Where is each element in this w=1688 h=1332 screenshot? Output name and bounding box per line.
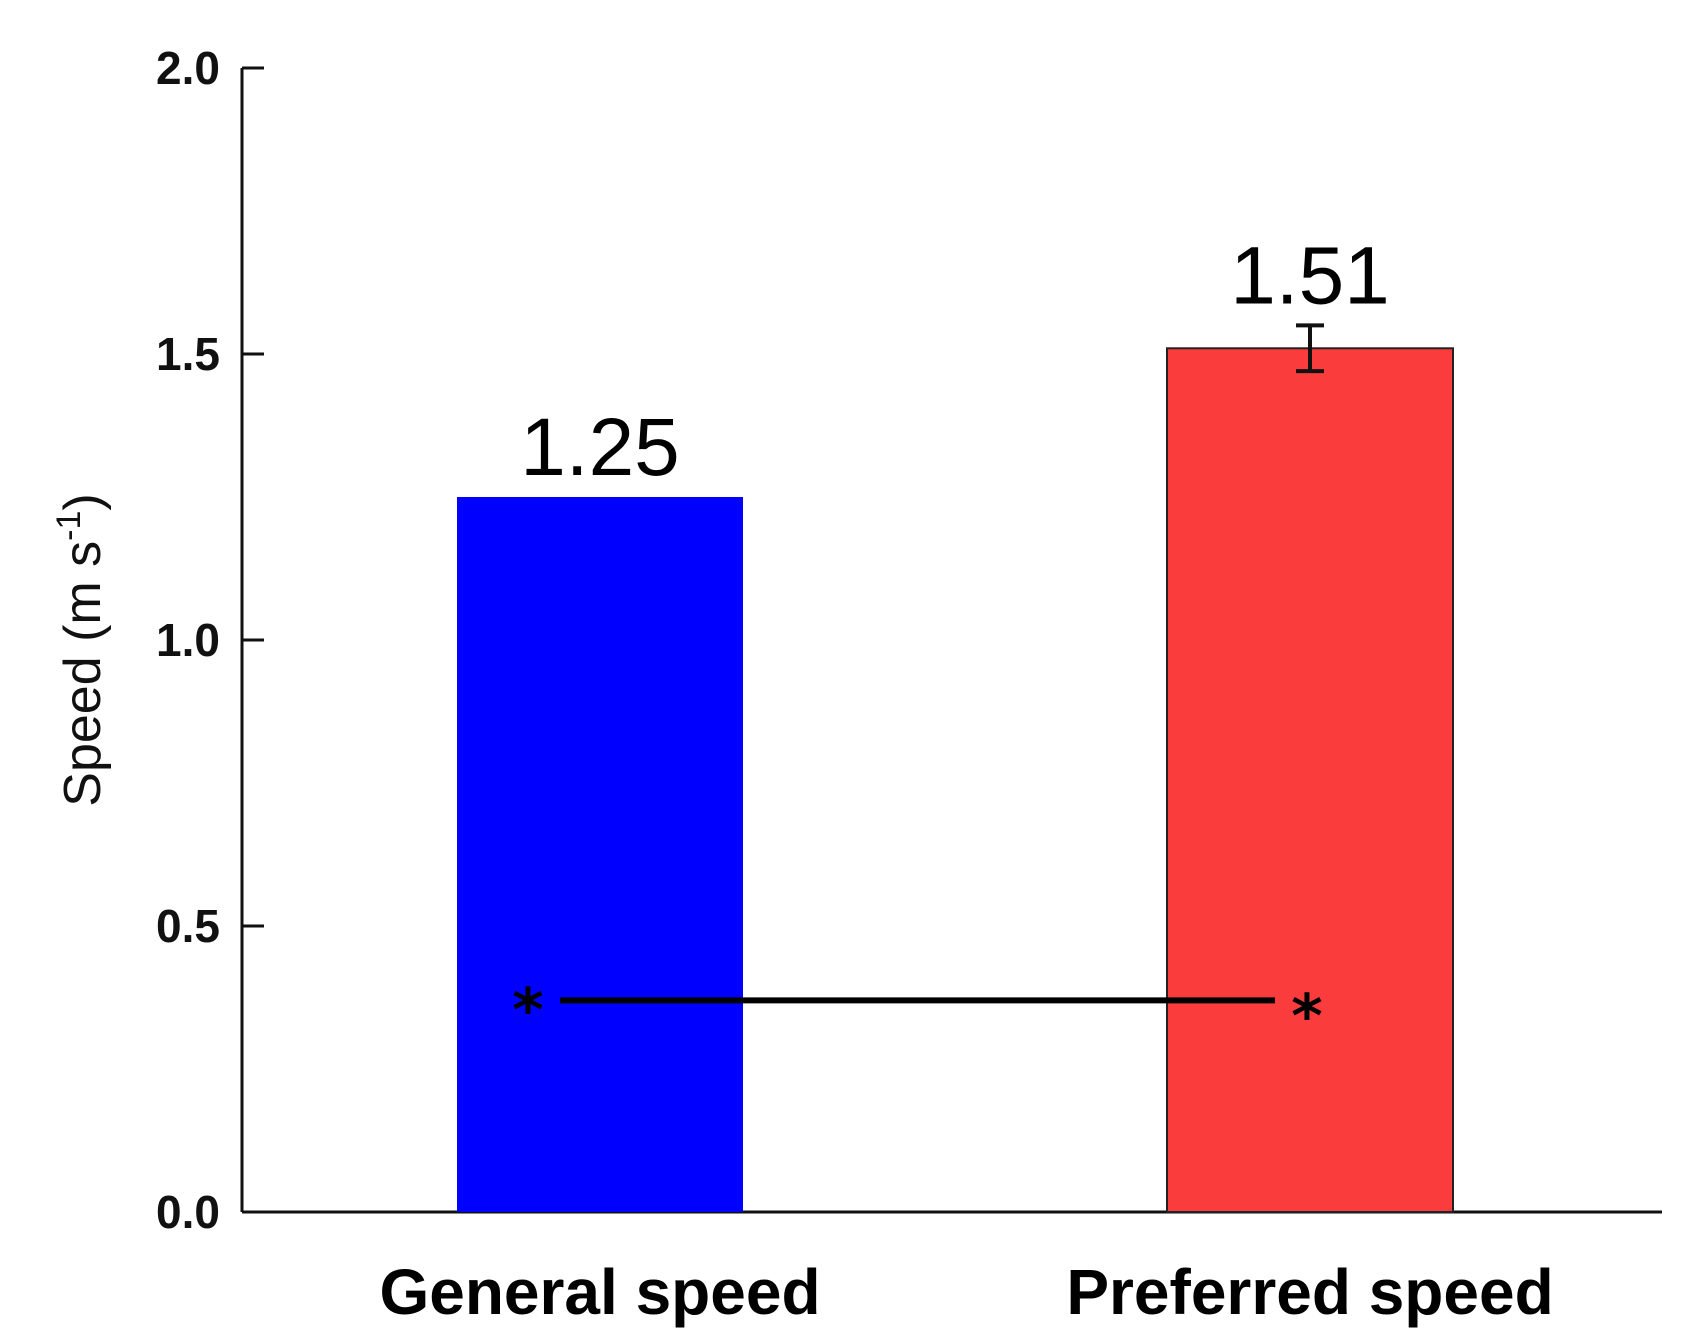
data-label: 1.51 [1230,230,1390,321]
y-tick-label: 2.0 [156,42,220,94]
x-tick-label: Preferred speed [1066,1256,1553,1328]
y-axis: 0.0 0.5 1.0 1.5 2.0 [156,42,264,1238]
bar [1166,347,1454,1213]
y-tick-label: 0.5 [156,900,220,952]
significance-group: * * [512,975,1322,1051]
labels-group: General speed 1.25 Preferred speed 1.51 [379,230,1553,1328]
y-axis-label-superscript: -1 [50,511,88,541]
y-axis-label-suffix: ) [54,493,112,510]
data-label: 1.25 [520,402,680,493]
bars-group [457,323,1454,1213]
y-tick-label: 1.0 [156,614,220,666]
x-tick-label: General speed [379,1256,820,1328]
significance-star: * [1291,981,1322,1051]
y-tick-label: 1.5 [156,328,220,380]
y-axis-label: Speed (m s-1) [50,493,112,806]
bar [457,497,743,1212]
significance-star: * [512,975,543,1045]
y-axis-label-base: Speed (m s [54,541,112,807]
y-tick-label: 0.0 [156,1186,220,1238]
